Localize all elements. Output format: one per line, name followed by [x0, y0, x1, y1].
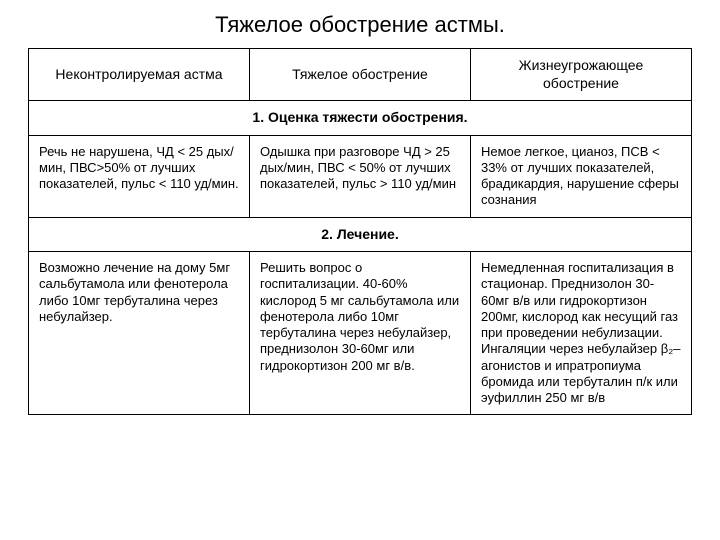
row2-col3: Немедленная госпитализация в стационар. … [470, 252, 691, 415]
header-col1: Неконтролируемая астма [29, 49, 250, 101]
content-row2: Возможно лечение на дому 5мг сальбутамол… [29, 252, 692, 415]
slide-title: Тяжелое обострение астмы. [28, 12, 692, 38]
slide-container: Тяжелое обострение астмы. Неконтролируем… [0, 0, 720, 540]
section1-title: 1. Оценка тяжести обострения. [29, 101, 692, 136]
row2-col2: Решить вопрос о госпитализации. 40-60% к… [249, 252, 470, 415]
row2-col1: Возможно лечение на дому 5мг сальбутамол… [29, 252, 250, 415]
row1-col1: Речь не нарушена, ЧД < 25 дых/мин, ПВС>5… [29, 135, 250, 217]
section2-row: 2. Лечение. [29, 217, 692, 252]
row1-col2: Одышка при разговоре ЧД > 25 дых/мин, ПВ… [249, 135, 470, 217]
section1-row: 1. Оценка тяжести обострения. [29, 101, 692, 136]
content-row1: Речь не нарушена, ЧД < 25 дых/мин, ПВС>5… [29, 135, 692, 217]
header-row: Неконтролируемая астма Тяжелое обострени… [29, 49, 692, 101]
asthma-table: Неконтролируемая астма Тяжелое обострени… [28, 48, 692, 415]
row1-col3: Немое легкое, цианоз, ПСВ < 33% от лучши… [470, 135, 691, 217]
header-col3: Жизнеугрожающее обострение [470, 49, 691, 101]
header-col2: Тяжелое обострение [249, 49, 470, 101]
section2-title: 2. Лечение. [29, 217, 692, 252]
